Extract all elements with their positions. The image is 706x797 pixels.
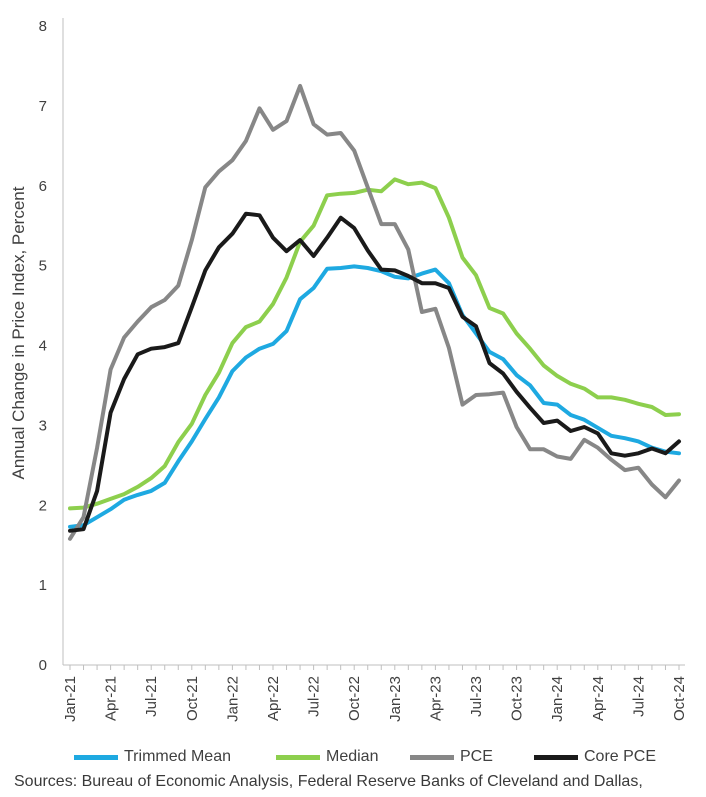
- x-tick-label: Apr-21: [103, 676, 120, 721]
- source-note: Sources: Bureau of Economic Analysis, Fe…: [14, 773, 643, 790]
- x-tick-label: Jan-24: [549, 676, 566, 722]
- legend-label-trimmed-mean: Trimmed Mean: [124, 748, 231, 765]
- y-tick-label: 5: [39, 258, 47, 275]
- x-tick-label: Oct-21: [184, 676, 201, 721]
- legend-label-median: Median: [326, 748, 379, 765]
- x-tick-label: Jan-21: [62, 676, 79, 722]
- y-tick-label: 7: [39, 98, 47, 115]
- legend-swatch-pce: [410, 754, 454, 760]
- legend-swatch-core-pce: [534, 754, 578, 760]
- legend-item-median: Median: [276, 742, 378, 772]
- legend-item-trimmed-mean: Trimmed Mean: [74, 742, 231, 772]
- legend-label-pce: PCE: [460, 748, 493, 765]
- series-line-core-pce: [68, 211, 681, 533]
- legend-swatch-median: [276, 754, 320, 760]
- x-tick-label: Jul-23: [468, 676, 485, 717]
- x-tick-label: Jul-22: [306, 676, 323, 717]
- y-tick-label: 4: [39, 338, 47, 355]
- y-axis-label: Annual Change in Price Index, Percent: [9, 186, 28, 479]
- legend: Trimmed Mean Median PCE Core PCE: [0, 742, 706, 772]
- x-tick-label: Jan-23: [387, 676, 404, 722]
- x-tick-label: Oct-23: [509, 676, 526, 721]
- y-tick-label: 1: [39, 577, 47, 594]
- series-line-trimmed-mean: [68, 264, 681, 529]
- y-tick-label: 0: [39, 657, 47, 674]
- x-tick-label: Apr-23: [427, 676, 444, 721]
- y-tick-label: 6: [39, 178, 47, 195]
- x-tick-label: Jul-24: [630, 676, 647, 717]
- x-tick-label: Jul-21: [143, 676, 160, 717]
- legend-item-pce: PCE: [410, 742, 493, 772]
- x-tick-label: Oct-24: [671, 676, 688, 721]
- legend-label-core-pce: Core PCE: [584, 748, 657, 765]
- legend-swatch-trimmed-mean: [74, 754, 118, 760]
- series-line-pce: [68, 83, 681, 541]
- legend-item-core-pce: Core PCE: [534, 742, 656, 772]
- y-tick-label: 2: [39, 497, 47, 514]
- x-tick-label: Jan-22: [224, 676, 241, 722]
- x-tick-label: Oct-22: [346, 676, 363, 721]
- y-tick-label: 3: [39, 417, 47, 434]
- y-tick-label: 8: [39, 18, 47, 35]
- x-tick-label: Apr-22: [265, 676, 282, 721]
- x-tick-label: Apr-24: [590, 676, 607, 721]
- line-chart: 0 1 2 3 4 5 6 7 8 Jan-21 Apr-21 Jul-21 Oct-21 Jan-22…: [9, 18, 688, 722]
- series-line-median: [68, 177, 681, 511]
